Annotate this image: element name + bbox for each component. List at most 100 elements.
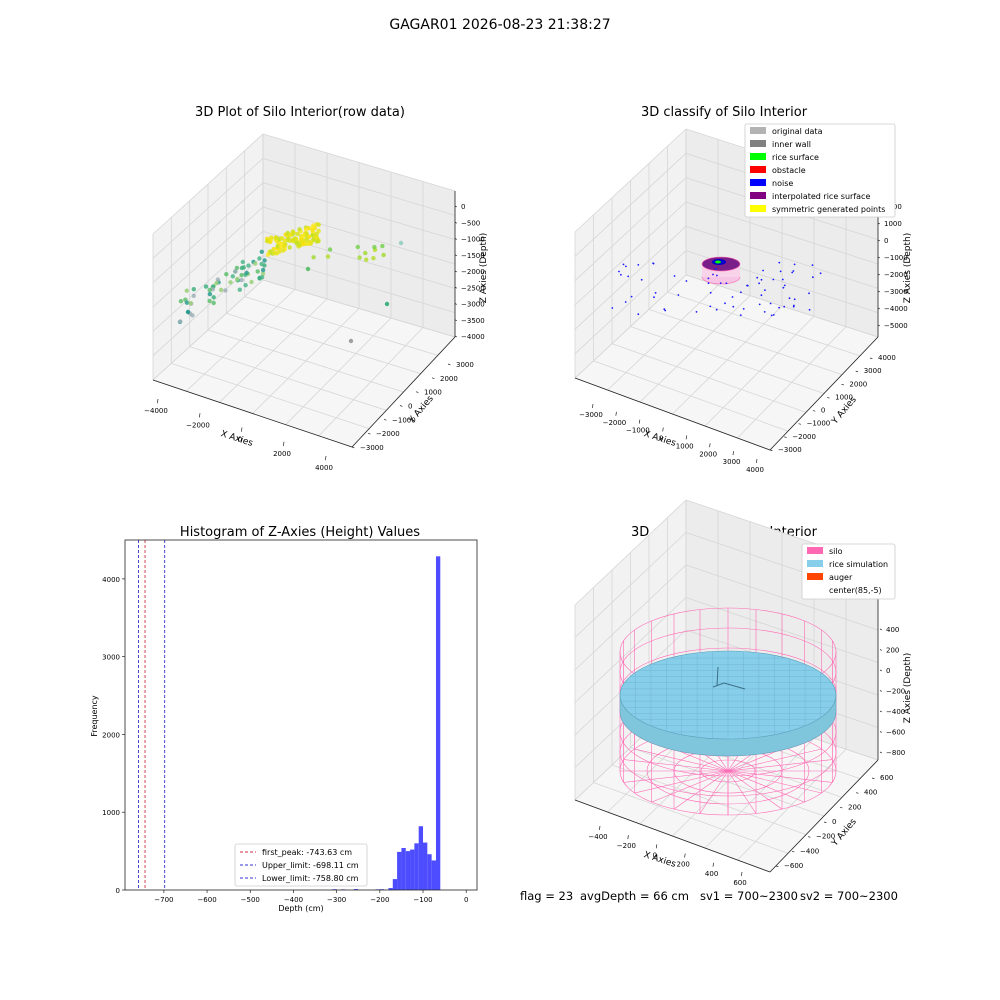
axis-spine (574, 377, 771, 451)
z-axis-tick-mark (454, 254, 457, 256)
axis-spine (769, 759, 879, 873)
x-axis-tick-label: 200 (677, 861, 690, 869)
legend-label: rice surface (772, 153, 819, 162)
chart-raw-3d: 3D Plot of Silo Interior(row data) −4000 −… (144, 105, 489, 472)
z-axis-tick-label: −2500 (461, 284, 485, 292)
data-point (207, 298, 212, 304)
grid-line (685, 274, 879, 338)
histogram-bar (353, 889, 359, 890)
x-axis-tick-mark (756, 458, 758, 463)
data-point (277, 249, 282, 254)
x-axis-tick-mark (615, 411, 617, 416)
data-point (291, 230, 296, 236)
x-axis-tick-mark (599, 825, 601, 830)
data-point (228, 280, 233, 285)
data-point (224, 272, 229, 277)
legend-label: rice simulation (829, 560, 888, 569)
data-point (311, 255, 316, 260)
data-point (190, 313, 195, 318)
y-axis-tick-label: 1000 (102, 809, 120, 817)
data-point (348, 338, 354, 344)
silo-bottom-spoke (727, 770, 757, 814)
noise-point (716, 274, 718, 277)
data-point (184, 288, 189, 293)
data-point (272, 250, 278, 256)
data-point (327, 247, 333, 252)
legend-swatch (750, 153, 766, 160)
noise-point (624, 301, 627, 303)
noise-point (778, 261, 781, 264)
histogram-bar (392, 879, 398, 890)
x-axis-tick-mark (684, 853, 686, 858)
legend-swatch (750, 192, 766, 199)
x-axis-tick-mark (325, 455, 327, 461)
x-axis-tick-label: −1000 (626, 427, 650, 435)
rice-surface-peak (715, 260, 721, 264)
legend-label: inner wall (772, 140, 811, 149)
legend-swatch (750, 179, 766, 186)
data-point (273, 236, 279, 241)
noise-point (663, 308, 666, 311)
legend-swatch (750, 205, 766, 212)
noise-point (719, 282, 722, 284)
x-axis-tick-label: −600 (197, 896, 216, 904)
data-point (211, 295, 216, 300)
z-axis-tick-label: −4000 (884, 305, 908, 313)
legend-label: original data (772, 127, 823, 136)
data-point (230, 274, 235, 279)
grid-line (262, 157, 456, 216)
legend-label: center(85,-5) (829, 586, 882, 595)
z-axis-tick-label: 400 (886, 626, 899, 634)
x-axis-tick-label: 0 (464, 896, 468, 904)
noise-point (758, 303, 761, 306)
data-point (304, 231, 309, 236)
legend: silo rice simulation auger center(85,-5) (801, 543, 896, 600)
z-axis-label: Z Axies (Depth) (903, 233, 913, 304)
y-axis-tick-mark (839, 806, 843, 809)
noise-point (793, 263, 796, 266)
y-axis-tick-label: −3000 (360, 444, 384, 452)
chart-classify-3d: 3D classify of Silo Interior−3000−2000−1… (574, 105, 913, 474)
z-axis-tick-mark (879, 751, 882, 754)
data-point (275, 244, 281, 249)
data-point (244, 270, 249, 276)
silo-bottom-spoke (651, 770, 729, 803)
axis-spine (351, 336, 456, 448)
x-axis-tick-label: −2000 (186, 421, 210, 429)
noise-point (760, 294, 763, 297)
y-axis-tick-label: −2000 (376, 430, 400, 438)
legend-label: obstacle (772, 166, 806, 175)
x-axis-label: Depth (cm) (278, 904, 323, 913)
x-axis-tick-label: −700 (154, 896, 173, 904)
data-point (384, 301, 390, 307)
noise-point (625, 265, 627, 268)
data-point (285, 230, 290, 236)
noise-point (764, 289, 766, 291)
y-axis-tick-label: 2000 (440, 375, 458, 383)
x-axis-tick-label: −400 (588, 833, 607, 841)
x-axis-tick-label: 1000 (676, 442, 694, 450)
z-axis-tick-label: −1000 (461, 236, 485, 244)
y-axis-tick-label: 3000 (456, 361, 474, 369)
z-axis-tick-label: 1000 (884, 220, 902, 228)
z-axis-tick-mark (454, 335, 457, 338)
histogram-bar (431, 860, 436, 890)
z-axis-tick-label: 0 (884, 237, 888, 245)
z-axis-tick-label: −400 (886, 708, 905, 716)
auger-marker (716, 666, 719, 687)
histogram-bar (427, 854, 432, 890)
data-point (287, 238, 292, 243)
data-point (316, 222, 321, 227)
noise-point (653, 296, 655, 299)
data-point (300, 233, 305, 239)
legend: first_peak: -743.63 cm Upper_limit: -698.… (234, 843, 368, 887)
legend-swatch (750, 140, 766, 147)
data-point (257, 276, 262, 281)
noise-point (819, 272, 822, 275)
noise-point (707, 282, 710, 285)
status-line: flag = 23 avgDepth = 66 cm sv1 = 700~230… (0, 889, 1000, 905)
y-axis-tick-label: 2000 (849, 380, 867, 388)
y-axis-tick-mark (855, 792, 859, 794)
y-axis-tick-label: 600 (880, 774, 893, 782)
z-axis-tick-label: −500 (461, 219, 480, 227)
